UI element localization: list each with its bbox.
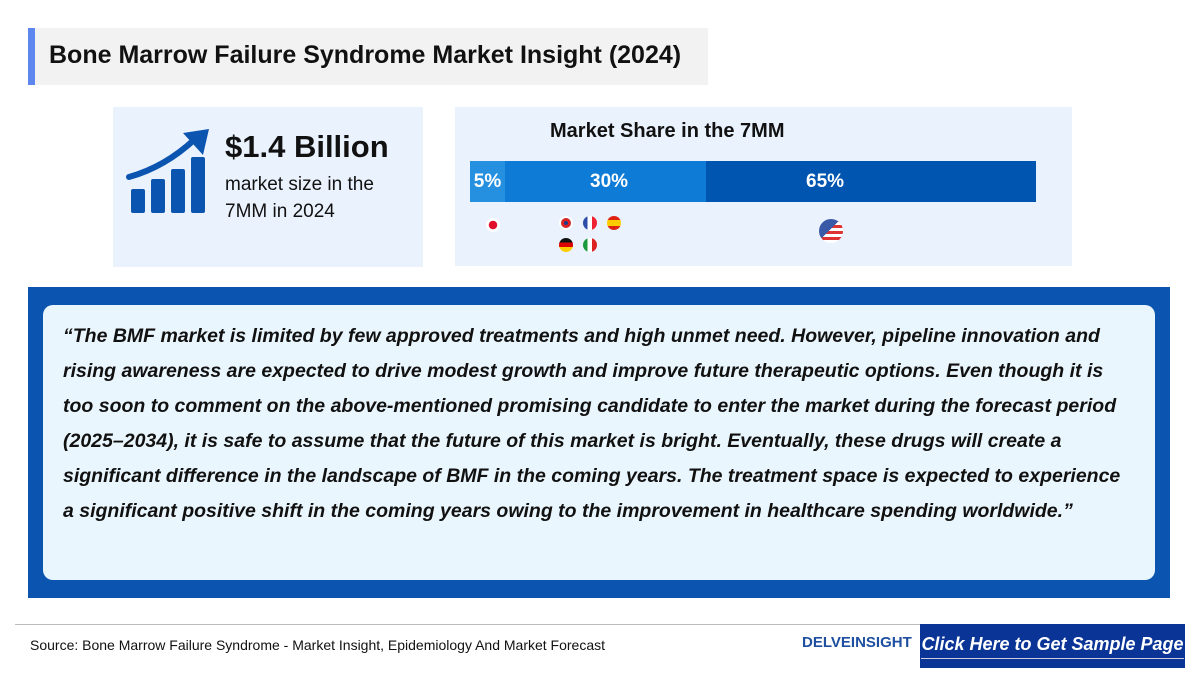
title-box: Bone Marrow Failure Syndrome Market Insi… — [28, 28, 708, 85]
quote-text: “The BMF market is limited by few approv… — [63, 325, 1121, 522]
quote-box: “The BMF market is limited by few approv… — [43, 305, 1155, 580]
cta-label: Click Here to Get Sample Page — [921, 634, 1184, 659]
quote-frame: “The BMF market is limited by few approv… — [28, 287, 1170, 598]
spain-flag-icon — [607, 216, 621, 230]
footer-divider — [15, 624, 1185, 625]
uk-flag-icon — [559, 216, 573, 230]
delveinsight-logo: DELVEINSIGHT — [802, 634, 912, 651]
get-sample-page-button[interactable]: Click Here to Get Sample Page — [920, 624, 1185, 668]
us-flag-icon — [819, 219, 843, 243]
france-flag-icon — [583, 216, 597, 230]
share-segment-eu4-uk: 30% — [505, 161, 706, 202]
share-segment-japan: 5% — [470, 161, 505, 202]
italy-flag-icon — [583, 238, 597, 252]
market-size-value: $1.4 Billion — [225, 129, 389, 164]
market-share-title: Market Share in the 7MM — [550, 120, 785, 142]
growth-chart-icon — [126, 129, 209, 213]
market-size-description: market size in the 7MM in 2024 — [225, 174, 374, 222]
page-title: Bone Marrow Failure Syndrome Market Insi… — [49, 41, 682, 69]
source-text: Source: Bone Marrow Failure Syndrome - M… — [30, 637, 606, 653]
market-share-card: Market Share in the 7MM 5% 30% 65% — [455, 107, 1072, 266]
market-size-card: $1.4 Billion market size in the 7MM in 2… — [113, 107, 423, 267]
germany-flag-icon — [559, 238, 573, 252]
japan-flag-icon — [486, 218, 500, 232]
share-segment-us: 65% — [706, 161, 1036, 202]
